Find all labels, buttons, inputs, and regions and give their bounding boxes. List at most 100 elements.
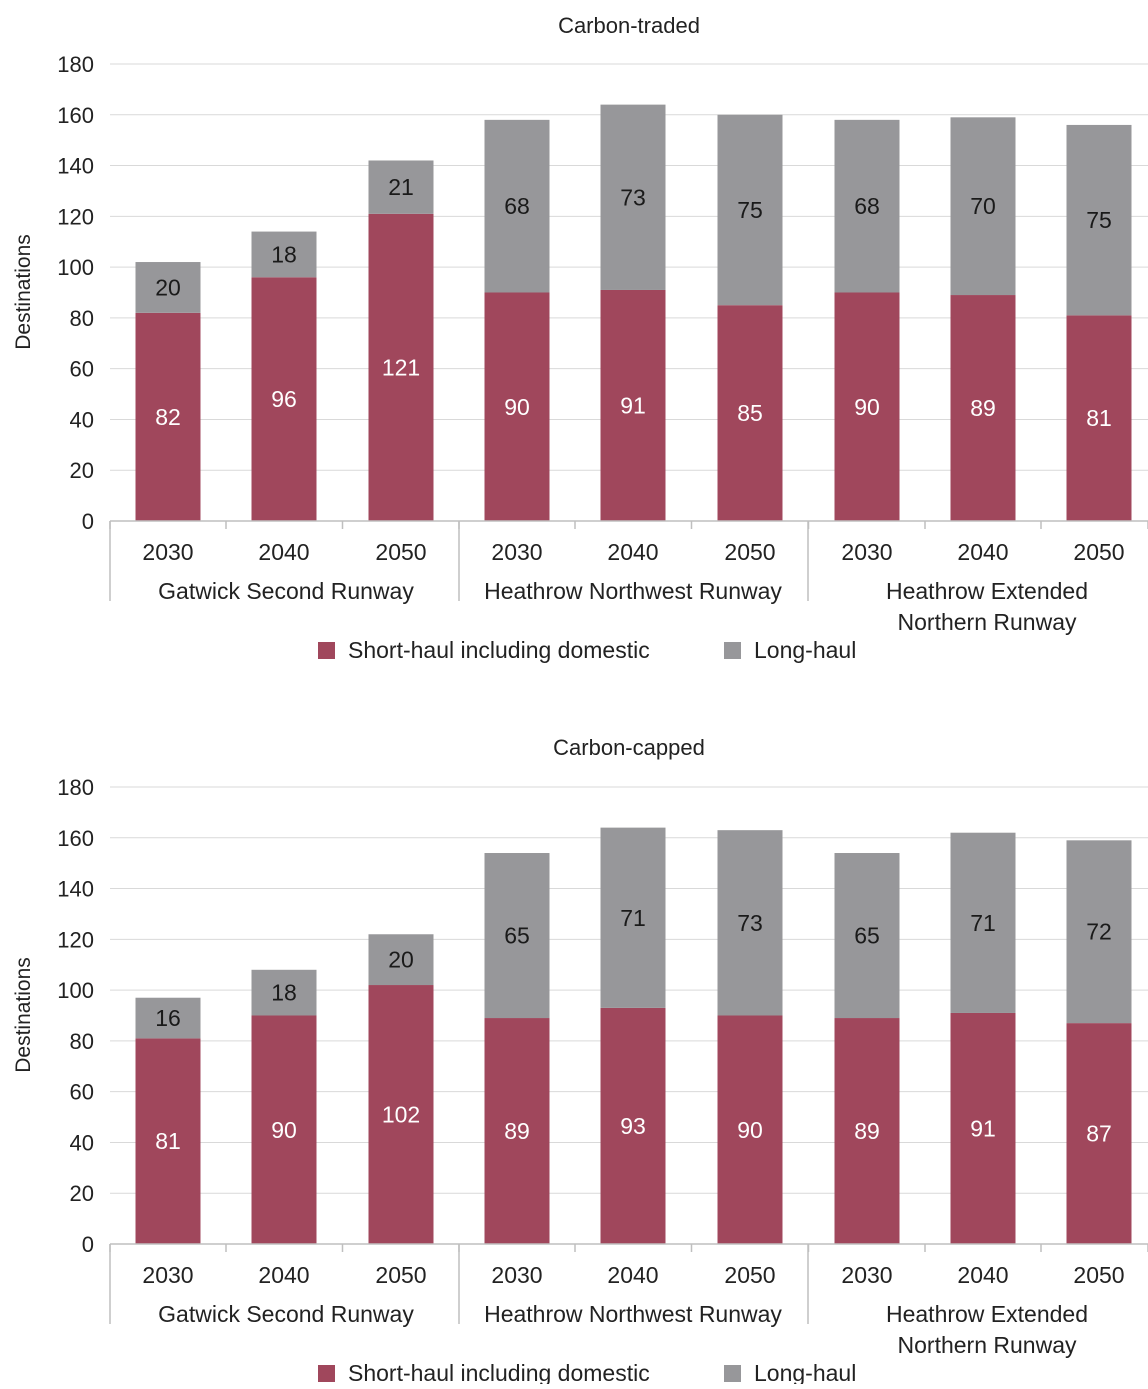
legend-label: Short-haul including domestic	[348, 1360, 650, 1384]
bar-short-haul	[950, 295, 1016, 521]
bar-short-haul	[368, 213, 434, 522]
data-label: 121	[382, 354, 420, 380]
bar-long-haul	[135, 262, 201, 313]
data-label: 71	[620, 905, 646, 931]
data-label: 75	[737, 197, 763, 223]
bar-short-haul	[600, 289, 666, 521]
bar-short-haul	[1066, 1023, 1132, 1244]
group-label: Gatwick Second Runway	[158, 1301, 414, 1327]
bar-long-haul	[950, 832, 1016, 1013]
x-tick-label: 2050	[724, 539, 775, 565]
bar-long-haul	[251, 969, 317, 1016]
data-label: 90	[504, 394, 530, 420]
bar-long-haul	[717, 114, 783, 306]
data-label: 18	[271, 980, 297, 1006]
y-tick-label: 60	[70, 1080, 94, 1105]
data-label: 82	[155, 404, 181, 430]
y-tick-label: 140	[57, 154, 94, 179]
group-label: Heathrow Extended	[886, 578, 1088, 604]
bar-long-haul	[368, 160, 434, 214]
y-tick-label: 100	[57, 255, 94, 280]
data-label: 89	[504, 1118, 530, 1144]
y-axis-label: Destinations	[12, 234, 35, 350]
x-tick-label: 2030	[142, 539, 193, 565]
x-tick-label: 2050	[375, 1262, 426, 1288]
y-tick-label: 60	[70, 357, 94, 382]
bar-short-haul	[484, 292, 550, 521]
bar-short-haul	[950, 1012, 1016, 1244]
data-label: 87	[1086, 1121, 1112, 1147]
data-label: 71	[970, 910, 996, 936]
bar-long-haul	[1066, 124, 1132, 316]
data-label: 102	[382, 1102, 420, 1128]
bar-long-haul	[368, 934, 434, 986]
y-tick-label: 100	[57, 978, 94, 1003]
bar-short-haul	[600, 1007, 666, 1244]
data-label: 89	[854, 1118, 880, 1144]
y-tick-label: 120	[57, 204, 94, 229]
legend-swatch-short-haul	[318, 642, 335, 659]
bar-long-haul	[834, 853, 900, 1019]
bar-short-haul	[834, 292, 900, 521]
x-tick-label: 2050	[724, 1262, 775, 1288]
data-label: 68	[854, 193, 880, 219]
y-tick-label: 20	[70, 1181, 94, 1206]
x-tick-label: 2030	[491, 539, 542, 565]
legend-label: Long-haul	[754, 1360, 856, 1384]
group-label: Heathrow Northwest Runway	[484, 578, 782, 604]
bar-short-haul	[1066, 315, 1132, 521]
y-tick-label: 160	[57, 826, 94, 851]
y-tick-label: 0	[82, 1232, 94, 1257]
bar-long-haul	[484, 853, 550, 1019]
legend-label: Long-haul	[754, 637, 856, 663]
data-label: 65	[854, 923, 880, 949]
legend-swatch-long-haul	[724, 1365, 741, 1382]
data-label: 90	[854, 394, 880, 420]
bar-long-haul	[950, 117, 1016, 296]
legend-swatch-long-haul	[724, 642, 741, 659]
y-tick-label: 140	[57, 877, 94, 902]
group-label: Northern Runway	[898, 1332, 1077, 1358]
chart-title: Carbon-capped	[553, 735, 705, 760]
bar-long-haul	[600, 104, 666, 290]
data-label: 81	[155, 1128, 181, 1154]
bar-long-haul	[834, 119, 900, 293]
data-label: 96	[271, 386, 297, 412]
chart-panel: Carbon-tradedDestinations020406080100120…	[12, 13, 1148, 663]
data-label: 75	[1086, 207, 1112, 233]
y-tick-label: 20	[70, 458, 94, 483]
data-label: 20	[155, 274, 181, 300]
y-tick-label: 160	[57, 103, 94, 128]
y-tick-label: 120	[57, 927, 94, 952]
data-label: 72	[1086, 919, 1112, 945]
bar-long-haul	[600, 827, 666, 1008]
data-label: 65	[504, 923, 530, 949]
data-label: 16	[155, 1005, 181, 1031]
bar-long-haul	[484, 119, 550, 293]
x-tick-label: 2050	[375, 539, 426, 565]
x-tick-label: 2050	[1073, 539, 1124, 565]
bar-short-haul	[368, 985, 434, 1244]
group-label: Heathrow Extended	[886, 1301, 1088, 1327]
x-tick-label: 2050	[1073, 1262, 1124, 1288]
data-label: 81	[1086, 405, 1112, 431]
y-tick-label: 80	[70, 306, 94, 331]
legend-label: Short-haul including domestic	[348, 637, 650, 663]
bar-long-haul	[717, 830, 783, 1016]
legend-swatch-short-haul	[318, 1365, 335, 1382]
x-tick-label: 2030	[841, 539, 892, 565]
bar-long-haul	[251, 231, 317, 278]
data-label: 90	[271, 1117, 297, 1143]
x-tick-label: 2030	[142, 1262, 193, 1288]
data-label: 68	[504, 193, 530, 219]
data-label: 89	[970, 395, 996, 421]
bar-short-haul	[834, 1018, 900, 1244]
data-label: 90	[737, 1117, 763, 1143]
group-label: Northern Runway	[898, 609, 1077, 635]
bar-short-haul	[135, 312, 201, 521]
y-tick-label: 40	[70, 1130, 94, 1155]
bar-short-haul	[717, 1015, 783, 1244]
data-label: 91	[620, 392, 646, 418]
bar-short-haul	[251, 1015, 317, 1244]
data-label: 70	[970, 193, 996, 219]
